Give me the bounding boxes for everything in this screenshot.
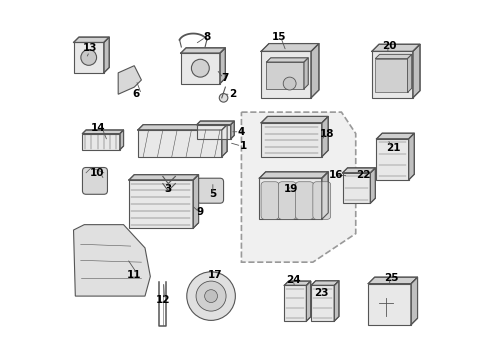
Text: 7: 7 — [221, 73, 229, 83]
FancyBboxPatch shape — [372, 51, 413, 98]
FancyBboxPatch shape — [181, 53, 220, 84]
Text: 5: 5 — [209, 189, 217, 199]
Polygon shape — [82, 130, 123, 134]
FancyBboxPatch shape — [74, 42, 104, 73]
FancyBboxPatch shape — [295, 182, 314, 219]
Text: 19: 19 — [284, 184, 298, 194]
Text: 16: 16 — [329, 170, 343, 180]
FancyBboxPatch shape — [343, 173, 370, 203]
Polygon shape — [311, 44, 319, 98]
Polygon shape — [120, 130, 123, 150]
FancyBboxPatch shape — [129, 180, 193, 228]
Text: 17: 17 — [207, 270, 222, 280]
Polygon shape — [197, 121, 234, 125]
Text: 3: 3 — [165, 184, 172, 194]
FancyBboxPatch shape — [82, 167, 107, 194]
FancyBboxPatch shape — [313, 182, 331, 219]
FancyBboxPatch shape — [261, 51, 311, 98]
Text: 21: 21 — [386, 143, 400, 153]
Text: 24: 24 — [286, 275, 300, 285]
Text: 23: 23 — [315, 288, 329, 297]
Polygon shape — [138, 125, 227, 130]
FancyBboxPatch shape — [138, 130, 222, 157]
Text: 6: 6 — [132, 89, 140, 99]
Polygon shape — [129, 175, 198, 180]
Polygon shape — [261, 44, 319, 51]
Text: 20: 20 — [382, 41, 397, 51]
Circle shape — [196, 281, 226, 311]
Text: 2: 2 — [229, 89, 236, 99]
Polygon shape — [104, 37, 109, 73]
Polygon shape — [311, 281, 339, 285]
Circle shape — [187, 272, 235, 320]
FancyBboxPatch shape — [267, 62, 304, 89]
Polygon shape — [267, 58, 308, 62]
Polygon shape — [74, 225, 150, 296]
Text: 8: 8 — [204, 32, 211, 42]
FancyBboxPatch shape — [197, 125, 231, 139]
Text: 25: 25 — [384, 273, 399, 283]
Polygon shape — [193, 175, 198, 228]
FancyBboxPatch shape — [259, 178, 322, 219]
Text: 15: 15 — [271, 32, 286, 42]
Polygon shape — [413, 44, 420, 98]
FancyBboxPatch shape — [82, 134, 120, 150]
Polygon shape — [284, 281, 311, 285]
Polygon shape — [370, 168, 375, 203]
FancyBboxPatch shape — [375, 59, 408, 93]
Polygon shape — [376, 133, 415, 139]
FancyBboxPatch shape — [197, 178, 223, 203]
FancyBboxPatch shape — [311, 285, 334, 321]
Polygon shape — [74, 37, 109, 42]
Polygon shape — [259, 172, 328, 178]
Polygon shape — [231, 121, 234, 139]
Polygon shape — [408, 54, 412, 93]
Text: 18: 18 — [320, 129, 334, 139]
FancyBboxPatch shape — [261, 182, 279, 219]
Polygon shape — [261, 116, 328, 123]
Polygon shape — [304, 58, 308, 89]
Polygon shape — [118, 66, 142, 94]
Text: 4: 4 — [238, 127, 245, 137]
Circle shape — [205, 290, 218, 302]
Text: 13: 13 — [82, 43, 97, 53]
FancyBboxPatch shape — [284, 285, 306, 321]
Circle shape — [220, 94, 228, 102]
FancyBboxPatch shape — [278, 182, 296, 219]
Polygon shape — [411, 277, 417, 325]
Polygon shape — [306, 281, 311, 321]
Polygon shape — [220, 48, 225, 84]
Polygon shape — [334, 281, 339, 321]
FancyBboxPatch shape — [368, 284, 411, 325]
Text: 12: 12 — [156, 295, 170, 305]
Polygon shape — [242, 112, 356, 262]
Polygon shape — [372, 44, 420, 51]
Polygon shape — [375, 54, 412, 59]
Text: 14: 14 — [91, 123, 106, 133]
FancyBboxPatch shape — [376, 139, 409, 180]
Text: 1: 1 — [240, 141, 247, 151]
Circle shape — [192, 59, 209, 77]
Polygon shape — [322, 116, 328, 157]
FancyBboxPatch shape — [261, 123, 322, 157]
Polygon shape — [322, 172, 328, 219]
Text: 10: 10 — [90, 168, 104, 178]
Polygon shape — [368, 277, 417, 284]
Polygon shape — [222, 125, 227, 157]
Polygon shape — [409, 133, 415, 180]
Text: 11: 11 — [127, 270, 142, 280]
Polygon shape — [181, 48, 225, 53]
Circle shape — [283, 77, 296, 90]
Circle shape — [81, 50, 97, 65]
Text: 22: 22 — [356, 170, 370, 180]
Polygon shape — [343, 168, 375, 173]
Text: 9: 9 — [197, 207, 204, 217]
